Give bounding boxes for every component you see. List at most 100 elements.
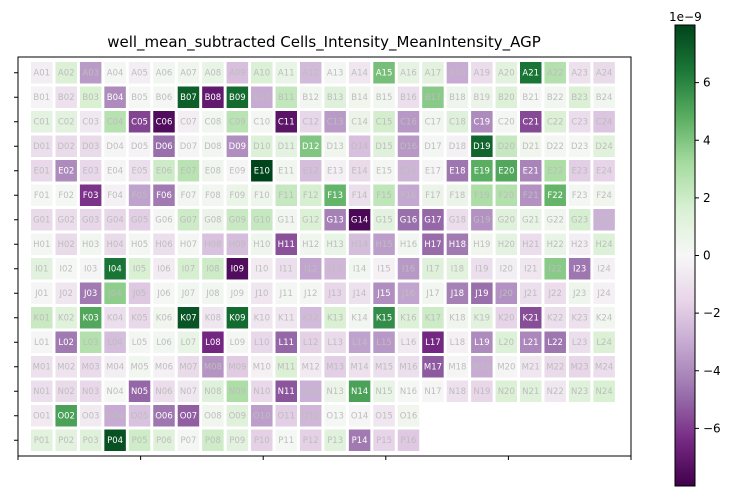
well-label: M06 — [155, 362, 173, 372]
heatmap-cell: C10 — [251, 111, 273, 133]
heatmap-cell: L05 — [128, 331, 151, 353]
heatmap-cell-rect — [373, 258, 395, 280]
heatmap-cell-rect — [79, 307, 102, 329]
heatmap-cell: N13 — [324, 380, 346, 402]
heatmap-cell: M05 — [128, 356, 151, 378]
heatmap-cell-rect — [568, 307, 591, 329]
heatmap-cell: B16 — [397, 86, 420, 108]
heatmap-cell-rect — [202, 111, 224, 133]
well-label: M22 — [546, 362, 564, 372]
heatmap-cell-rect — [153, 184, 175, 206]
heatmap-cell: B15 — [373, 86, 395, 108]
heatmap-cell-rect — [79, 282, 102, 304]
well-label: K03 — [82, 313, 98, 323]
heatmap-cell-rect — [55, 331, 77, 353]
heatmap-cell-rect — [544, 282, 566, 304]
well-label: L01 — [34, 338, 50, 348]
heatmap-cell-rect — [128, 111, 151, 133]
well-label: C01 — [33, 117, 50, 127]
heatmap-cell: D23 — [568, 135, 591, 157]
heatmap-cell: L04 — [104, 331, 126, 353]
heatmap-cell: B19 — [471, 86, 493, 108]
well-label: C09 — [229, 117, 246, 127]
well-label: K23 — [571, 313, 587, 323]
heatmap-cell: M08 — [202, 356, 224, 378]
heatmap-cell: M02 — [55, 356, 77, 378]
well-label: A04 — [107, 68, 124, 78]
heatmap-cell-rect — [520, 331, 542, 353]
heatmap-cell-rect — [55, 135, 77, 157]
heatmap-cell: G04 — [104, 209, 126, 231]
well-label: K16 — [400, 313, 416, 323]
heatmap-cell: D22 — [544, 135, 566, 157]
well-label: B09 — [229, 93, 246, 103]
heatmap-cell: B11 — [275, 86, 297, 108]
well-label: B20 — [498, 93, 515, 103]
heatmap-cell: M10 — [251, 356, 273, 378]
heatmap-cell-rect — [153, 135, 175, 157]
heatmap-cell: K01 — [31, 307, 53, 329]
well-label: M21 — [522, 362, 540, 372]
well-label: D17 — [424, 142, 441, 152]
well-label: D11 — [278, 142, 295, 152]
well-label: B12 — [302, 93, 319, 103]
heatmap-cell: H14 — [348, 233, 371, 255]
well-label: D01 — [33, 142, 50, 152]
well-label: A20 — [498, 68, 515, 78]
heatmap-cell: O14 — [348, 405, 371, 427]
heatmap-cell: L07 — [177, 331, 200, 353]
well-label: K12 — [303, 313, 319, 323]
heatmap-cell-rect — [471, 184, 493, 206]
heatmap-cell: N09 — [226, 380, 249, 402]
well-label: D23 — [571, 142, 588, 152]
well-label: J23 — [572, 289, 586, 299]
well-label: O10 — [253, 411, 271, 421]
well-label: F17 — [425, 191, 441, 201]
well-label: D24 — [595, 142, 612, 152]
chart-title: well_mean_subtracted Cells_Intensity_Mea… — [107, 33, 541, 52]
heatmap-cell: K24 — [593, 307, 615, 329]
heatmap-cell-rect — [251, 209, 273, 231]
heatmap-cell: E23 — [568, 160, 591, 182]
heatmap-cell: B23 — [568, 86, 591, 108]
well-label: P06 — [156, 436, 172, 446]
well-label: E14 — [352, 166, 368, 176]
heatmap-cell-rect — [544, 86, 566, 108]
heatmap-cell: J20 — [495, 282, 518, 304]
well-label: M17 — [424, 362, 442, 372]
heatmap-cell-rect — [299, 86, 322, 108]
heatmap-cell-rect — [348, 331, 371, 353]
well-label: J17 — [425, 289, 439, 299]
heatmap-cell-rect — [373, 429, 395, 451]
heatmap-cell-rect — [275, 405, 297, 427]
heatmap-cell: C13 — [324, 111, 346, 133]
heatmap-cell: B22 — [544, 86, 566, 108]
heatmap-cell: J23 — [568, 282, 591, 304]
heatmap-cell: C24 — [593, 111, 615, 133]
heatmap-cell: E18 — [446, 160, 469, 182]
heatmap-cell: K15 — [373, 307, 395, 329]
heatmap-cell: E24 — [593, 160, 615, 182]
well-label: G07 — [180, 215, 197, 225]
heatmap-cell-rect — [348, 282, 371, 304]
well-label: A13 — [327, 68, 344, 78]
well-label: I24 — [597, 264, 610, 274]
heatmap-cell-rect — [128, 258, 151, 280]
heatmap-cell-rect — [202, 282, 224, 304]
heatmap-cell-rect — [31, 209, 53, 231]
heatmap-cell: D19 — [471, 135, 493, 157]
well-label: M05 — [130, 362, 148, 372]
heatmap-cell: N10 — [251, 380, 273, 402]
heatmap-cell-rect — [397, 135, 420, 157]
heatmap-cell-rect — [324, 233, 346, 255]
well-label: N18 — [449, 387, 466, 397]
heatmap-cell-rect — [128, 233, 151, 255]
heatmap-cell: N11 — [275, 380, 297, 402]
heatmap-cell: G20 — [495, 209, 518, 231]
well-label: F22 — [547, 191, 563, 201]
heatmap-cell-rect — [446, 233, 469, 255]
well-label: B18 — [449, 93, 466, 103]
heatmap-cell: I11 — [275, 258, 297, 280]
heatmap-cell: K08 — [202, 307, 224, 329]
heatmap-cell-rect — [446, 86, 469, 108]
